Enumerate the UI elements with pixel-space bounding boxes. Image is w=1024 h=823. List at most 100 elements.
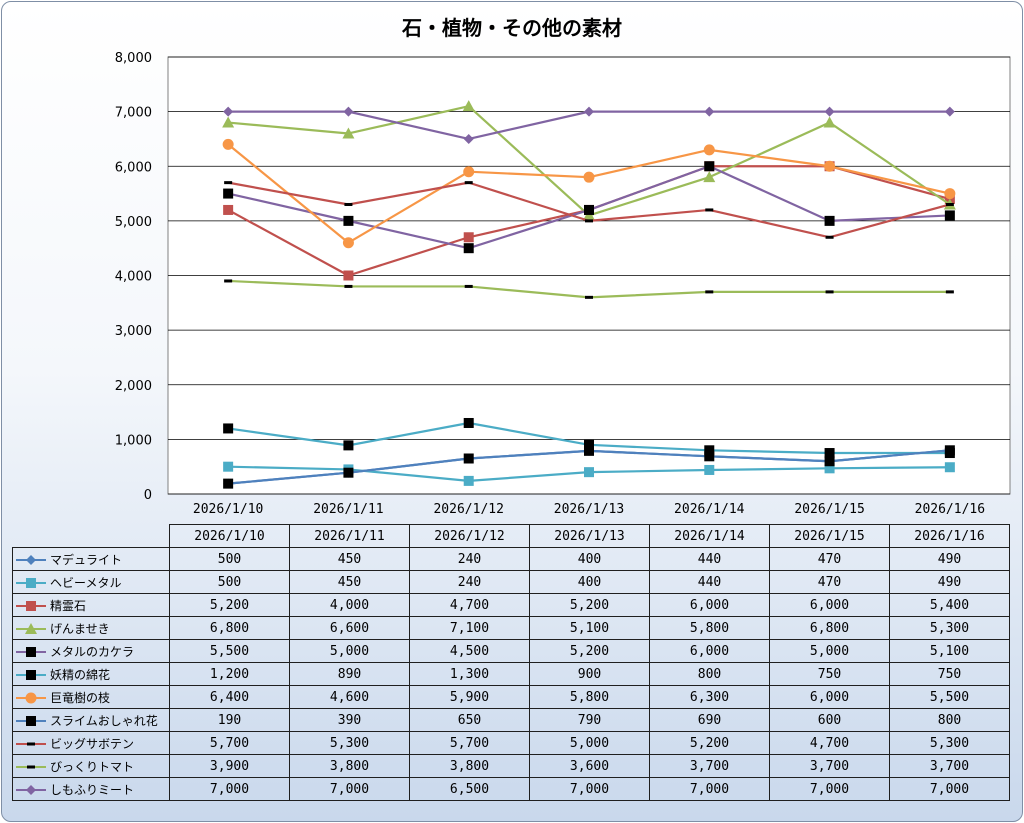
table-cell: 240 bbox=[409, 547, 530, 571]
table-cell: 5,200 bbox=[169, 593, 290, 617]
data-point bbox=[704, 106, 715, 117]
table-cell: 5,500 bbox=[169, 639, 290, 663]
table-cell: 7,000 bbox=[169, 777, 290, 801]
data-point bbox=[824, 448, 835, 459]
table-cell: 790 bbox=[529, 708, 650, 732]
legend-cell: ビッグサボテン bbox=[12, 731, 170, 755]
data-point bbox=[342, 237, 354, 249]
table-cell: 7,000 bbox=[889, 777, 1010, 801]
table-cell: 3,700 bbox=[649, 754, 770, 778]
legend-cell: 巨竜樹の枝 bbox=[12, 685, 170, 709]
table-cell: 690 bbox=[649, 708, 770, 732]
table-cell: 750 bbox=[769, 662, 890, 686]
legend-key bbox=[16, 601, 46, 611]
table-header-cell: 2026/1/15 bbox=[769, 524, 890, 548]
table-cell: 5,000 bbox=[529, 731, 650, 755]
table-cell: 400 bbox=[529, 547, 650, 571]
table-cell: 3,600 bbox=[529, 754, 650, 778]
table-cell: 5,900 bbox=[409, 685, 530, 709]
series-10 bbox=[223, 106, 955, 144]
data-point bbox=[583, 171, 595, 183]
table-header-row: 2026/1/10 2026/1/11 2026/1/12 2026/1/13 2026… bbox=[13, 524, 1010, 548]
legend-label: 妖精の綿花 bbox=[50, 667, 111, 682]
data-point bbox=[824, 106, 835, 117]
data-point bbox=[704, 161, 715, 172]
data-point bbox=[344, 284, 353, 288]
y-tick-label: 6,000 bbox=[115, 160, 152, 175]
data-point bbox=[463, 232, 474, 243]
table-cell: 450 bbox=[289, 547, 410, 571]
x-tick-label: 2026/1/10 bbox=[193, 502, 263, 517]
table-cell: 240 bbox=[409, 570, 530, 594]
data-point bbox=[462, 100, 475, 112]
table-cell: 4,000 bbox=[289, 593, 410, 617]
table-row: びっくりトマト 3,900 3,800 3,800 3,600 3,700 3,700 3,7… bbox=[12, 754, 1010, 778]
data-point bbox=[223, 478, 234, 489]
table-cell: 4,700 bbox=[769, 731, 890, 755]
table-header-cell: 2026/1/10 bbox=[169, 524, 290, 548]
legend-key bbox=[16, 578, 46, 588]
data-point bbox=[824, 160, 836, 172]
legend-cell: スライムおしゃれ花 bbox=[12, 708, 170, 732]
legend-cell: 妖精の綿花 bbox=[12, 662, 170, 686]
y-tick-label: 2,000 bbox=[115, 379, 152, 394]
data-point bbox=[463, 453, 474, 464]
table-cell: 390 bbox=[289, 708, 410, 732]
data-point bbox=[945, 290, 954, 294]
table-cell: 5,400 bbox=[889, 593, 1010, 617]
legend-label: 精霊石 bbox=[50, 598, 87, 613]
table-cell: 7,000 bbox=[769, 777, 890, 801]
table-cell: 5,800 bbox=[529, 685, 650, 709]
data-point bbox=[223, 461, 234, 472]
series-4 bbox=[223, 161, 955, 254]
legend-label: ヘビーメタル bbox=[50, 575, 122, 590]
y-tick-label: 0 bbox=[144, 488, 152, 503]
legend-key bbox=[16, 765, 46, 769]
table-cell: 4,700 bbox=[409, 593, 530, 617]
table-row: 精霊石 5,200 4,000 4,700 5,200 6,000 6,000 5,400 bbox=[12, 593, 1010, 617]
table-cell: 6,000 bbox=[649, 593, 770, 617]
y-tick-label: 5,000 bbox=[115, 215, 152, 230]
table-cell: 650 bbox=[409, 708, 530, 732]
data-point bbox=[343, 106, 354, 117]
table-cell: 800 bbox=[649, 662, 770, 686]
data-point bbox=[344, 202, 353, 206]
table-cell: 470 bbox=[769, 570, 890, 594]
table-cell: 7,000 bbox=[649, 777, 770, 801]
legend-label: 巨竜樹の枝 bbox=[50, 690, 111, 705]
data-point bbox=[463, 417, 474, 428]
legend-label: びっくりトマト bbox=[50, 759, 135, 774]
series-7 bbox=[223, 445, 955, 489]
data-point bbox=[704, 445, 715, 456]
data-point bbox=[944, 445, 955, 456]
table-cell: 500 bbox=[169, 547, 290, 571]
table-cell: 600 bbox=[769, 708, 890, 732]
table-cell: 5,000 bbox=[289, 639, 410, 663]
x-tick-label: 2026/1/12 bbox=[433, 502, 503, 517]
data-point bbox=[223, 188, 234, 199]
table-cell: 5,700 bbox=[169, 731, 290, 755]
table-cell: 6,800 bbox=[769, 616, 890, 640]
y-tick-label: 3,000 bbox=[115, 324, 152, 339]
legend-label: ビッグサボテン bbox=[50, 736, 135, 751]
table-cell: 4,600 bbox=[289, 685, 410, 709]
legend-cell: しもふりミート bbox=[12, 777, 170, 801]
data-point bbox=[222, 138, 234, 150]
data-point bbox=[824, 463, 835, 474]
data-point bbox=[342, 127, 355, 139]
table-cell: 5,100 bbox=[529, 616, 650, 640]
legend-cell: びっくりトマト bbox=[12, 754, 170, 778]
data-point bbox=[343, 440, 354, 451]
table-cell: 5,800 bbox=[649, 616, 770, 640]
table-body: マデュライト 500 450 240 400 440 470 490 ヘビーメタル 500 450 2… bbox=[12, 547, 1010, 801]
data-point bbox=[463, 243, 474, 254]
data-point bbox=[704, 451, 715, 462]
table-cell: 470 bbox=[769, 547, 890, 571]
data-table: 2026/1/10 2026/1/11 2026/1/12 2026/1/13 2026… bbox=[12, 524, 1010, 801]
table-cell: 3,700 bbox=[769, 754, 890, 778]
table-cell: 450 bbox=[289, 570, 410, 594]
legend-label: げんませき bbox=[50, 621, 110, 636]
data-point bbox=[945, 202, 954, 206]
table-cell: 3,700 bbox=[889, 754, 1010, 778]
